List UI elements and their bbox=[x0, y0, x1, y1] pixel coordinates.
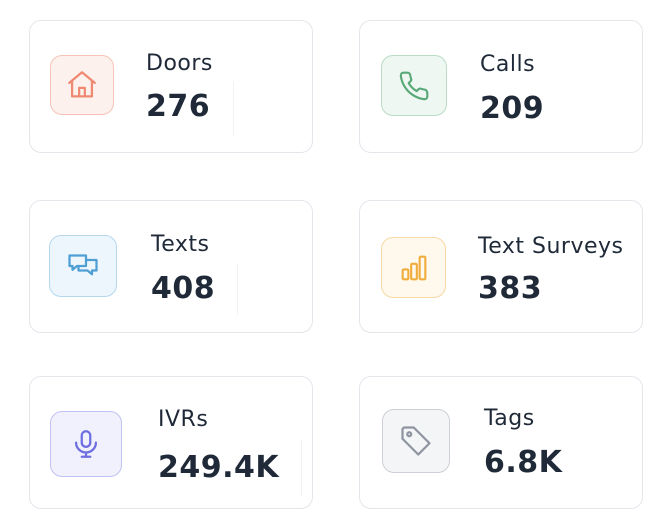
stat-card-text-surveys: Text Surveys 383 bbox=[359, 200, 643, 333]
stat-label: Calls bbox=[480, 52, 536, 77]
tag-icon-box bbox=[382, 409, 450, 473]
stat-value: 408 bbox=[151, 271, 216, 306]
stat-card-ivrs: IVRs 249.4K bbox=[29, 376, 313, 509]
chat-icon-box bbox=[49, 235, 117, 297]
divider bbox=[233, 81, 234, 136]
stat-label: Text Surveys bbox=[478, 234, 624, 259]
bar-chart-icon-box bbox=[381, 237, 446, 298]
stat-value: 249.4K bbox=[158, 450, 280, 485]
microphone-icon bbox=[74, 430, 98, 458]
stat-card-doors: Doors 276 bbox=[29, 20, 313, 153]
microphone-icon-box bbox=[50, 411, 122, 477]
divider bbox=[237, 263, 238, 315]
stat-label: Texts bbox=[151, 232, 210, 257]
stat-value: 383 bbox=[478, 271, 543, 306]
stat-card-tags: Tags 6.8K bbox=[359, 376, 643, 509]
bar-chart-icon bbox=[401, 255, 426, 280]
chat-icon bbox=[68, 254, 98, 276]
phone-icon bbox=[399, 71, 429, 100]
stat-label: Tags bbox=[484, 406, 535, 431]
stat-card-texts: Texts 408 bbox=[29, 200, 313, 333]
tag-icon bbox=[401, 426, 431, 456]
stat-label: Doors bbox=[146, 51, 213, 76]
stat-value: 6.8K bbox=[484, 445, 563, 480]
stat-card-calls: Calls 209 bbox=[359, 20, 643, 153]
home-icon-box bbox=[50, 55, 114, 115]
stat-value: 209 bbox=[480, 91, 545, 126]
stat-value: 276 bbox=[146, 89, 211, 124]
phone-icon-box bbox=[381, 55, 447, 116]
divider bbox=[301, 439, 302, 497]
home-icon bbox=[68, 71, 96, 98]
stat-label: IVRs bbox=[158, 407, 209, 432]
